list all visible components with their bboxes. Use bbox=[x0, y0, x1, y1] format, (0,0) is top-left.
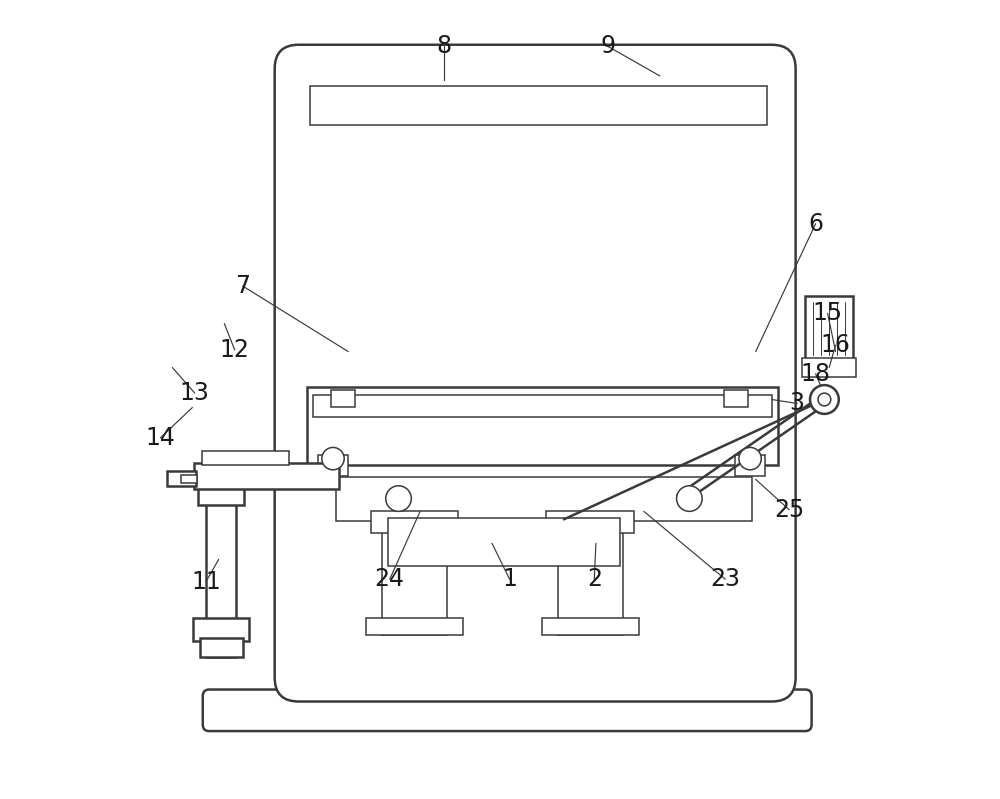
Text: 7: 7 bbox=[235, 274, 250, 298]
Bar bbox=[181, 475, 197, 483]
Bar bbox=[735, 455, 765, 476]
FancyBboxPatch shape bbox=[203, 690, 812, 731]
Bar bbox=[805, 296, 853, 361]
Bar bbox=[542, 618, 639, 635]
Bar bbox=[388, 518, 620, 566]
Bar bbox=[558, 517, 623, 635]
Bar bbox=[318, 455, 348, 476]
Text: 24: 24 bbox=[375, 567, 405, 591]
Bar bbox=[724, 390, 748, 407]
Bar bbox=[331, 390, 355, 407]
Text: 11: 11 bbox=[191, 570, 221, 594]
Bar bbox=[313, 395, 772, 417]
Bar bbox=[198, 487, 244, 505]
Bar bbox=[366, 618, 463, 635]
Text: 1: 1 bbox=[502, 567, 517, 591]
Circle shape bbox=[818, 393, 831, 406]
FancyBboxPatch shape bbox=[275, 45, 796, 702]
Text: 14: 14 bbox=[145, 426, 175, 450]
Text: 2: 2 bbox=[587, 567, 602, 591]
Bar bbox=[194, 463, 339, 489]
Bar bbox=[193, 618, 249, 641]
Text: 25: 25 bbox=[774, 498, 804, 522]
Text: 16: 16 bbox=[821, 333, 851, 357]
Bar bbox=[200, 638, 243, 657]
Circle shape bbox=[386, 486, 411, 511]
Circle shape bbox=[739, 447, 761, 470]
Bar bbox=[546, 511, 634, 533]
Bar bbox=[202, 451, 289, 465]
Text: 6: 6 bbox=[808, 212, 823, 236]
Circle shape bbox=[677, 486, 702, 511]
Bar bbox=[167, 471, 196, 486]
Bar bbox=[206, 497, 236, 657]
Bar bbox=[310, 86, 767, 125]
Bar bbox=[802, 358, 856, 377]
Text: 3: 3 bbox=[790, 392, 805, 415]
Circle shape bbox=[322, 447, 344, 470]
Text: 13: 13 bbox=[180, 381, 210, 405]
Bar bbox=[336, 477, 752, 521]
Circle shape bbox=[810, 385, 839, 414]
Text: 15: 15 bbox=[813, 301, 843, 325]
Text: 12: 12 bbox=[220, 338, 250, 362]
Text: 18: 18 bbox=[801, 362, 831, 386]
Text: 23: 23 bbox=[710, 567, 740, 591]
Bar bbox=[382, 517, 447, 635]
Bar bbox=[307, 387, 778, 465]
Text: 8: 8 bbox=[437, 34, 452, 58]
Bar bbox=[371, 511, 458, 533]
Text: 9: 9 bbox=[600, 34, 615, 58]
